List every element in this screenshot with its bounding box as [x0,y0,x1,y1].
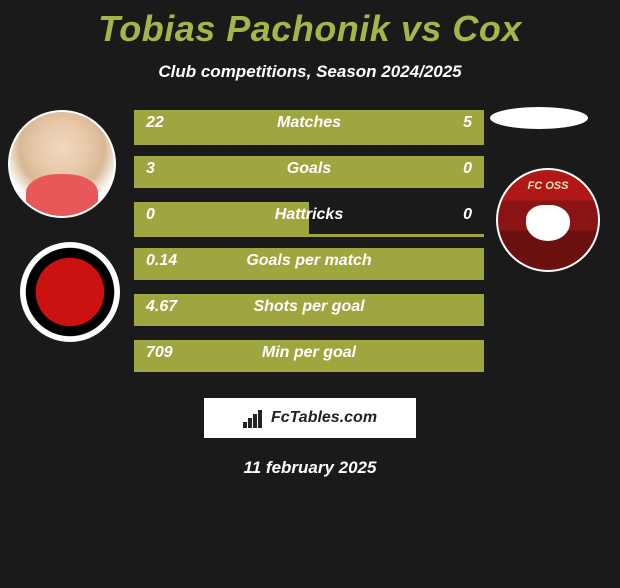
player2-club-logo: FC OSS [496,168,600,272]
footer-text: FcTables.com [271,409,377,427]
stats-bars: 225Matches 30Goals 00Hattricks 0.14Goals pe… [134,110,484,386]
stat-row: 4.67Shots per goal [134,294,484,326]
stat-bar-underline [134,234,484,237]
stat-label: Shots per goal [134,298,484,316]
club-right-text: FC OSS [498,180,598,192]
date: 11 february 2025 [0,458,620,478]
bull-icon [526,205,570,241]
stat-label: Min per goal [134,344,484,362]
stat-label: Goals [134,160,484,178]
stat-row: 0.14Goals per match [134,248,484,280]
stat-label: Goals per match [134,252,484,270]
footer-attribution: FcTables.com [204,398,416,438]
page-title: Tobias Pachonik vs Cox [0,8,620,50]
subtitle: Club competitions, Season 2024/2025 [0,62,620,82]
stat-label: Matches [134,114,484,132]
player1-club-logo [20,242,120,342]
stat-row: 00Hattricks [134,202,484,234]
stat-label: Hattricks [134,206,484,224]
stat-bar-underline [134,142,484,145]
stat-row: 709Min per goal [134,340,484,372]
stat-row: 30Goals [134,156,484,188]
stat-row: 225Matches [134,110,484,142]
player1-photo [8,110,116,218]
player2-photo [490,107,588,129]
fctables-icon [243,408,267,428]
